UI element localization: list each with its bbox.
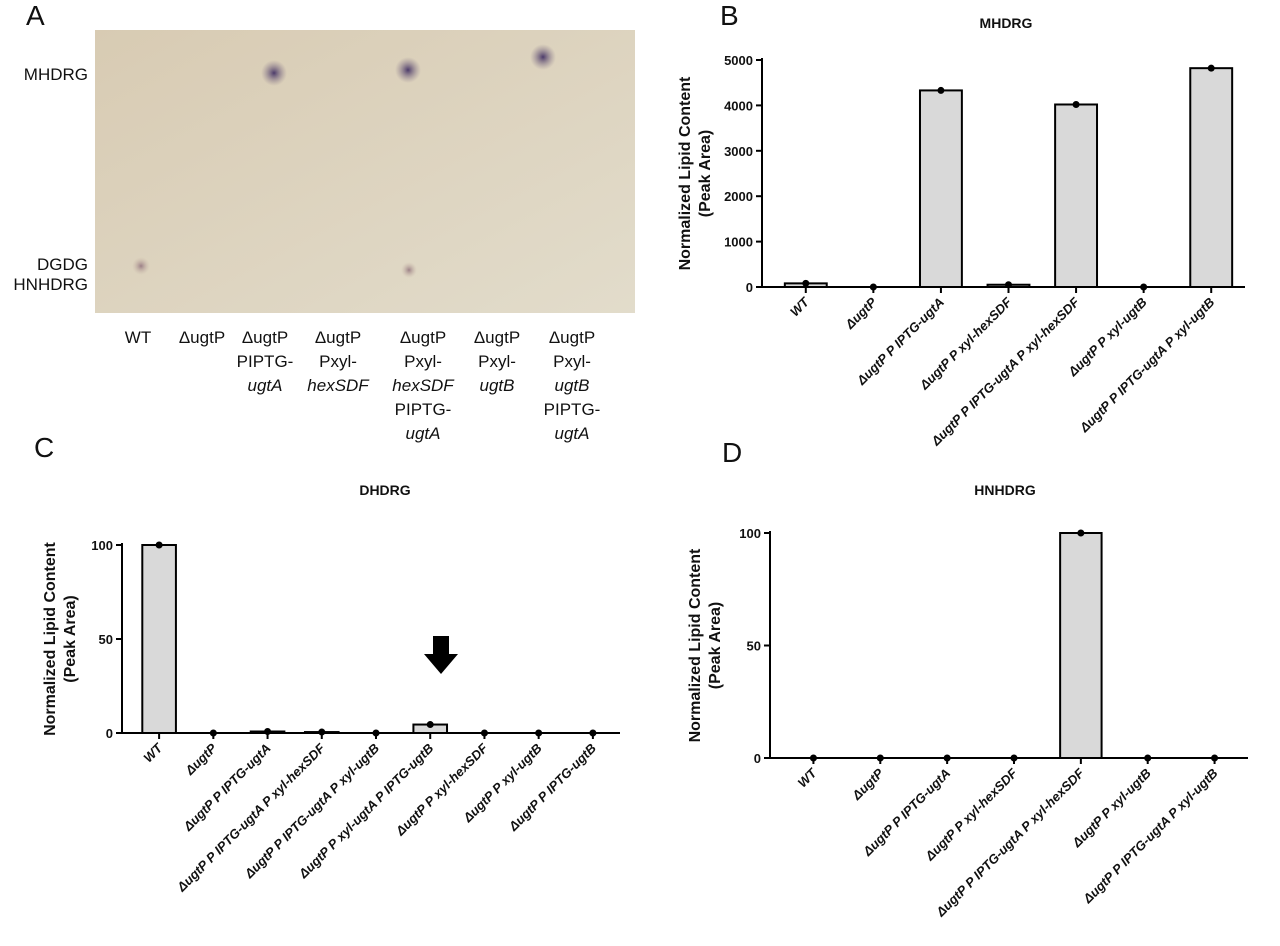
data-point [1005, 281, 1012, 289]
x-tick-label: ΔugtP P xyl-hexSDF [392, 740, 491, 839]
lane-label: ΔugtP [549, 328, 595, 347]
lane-label: ugtA [406, 424, 441, 443]
data-point [937, 86, 945, 94]
bar [1059, 532, 1103, 759]
lane-label: ΔugtP [179, 328, 225, 347]
lane-label: ugtB [555, 376, 590, 395]
data-point [802, 279, 810, 287]
panel-letter: C [34, 432, 54, 463]
lane-label: Pxyl- [319, 352, 357, 371]
lane-label: ΔugtP [242, 328, 288, 347]
x-tick-label: ΔugtP [182, 740, 220, 778]
bar [1189, 67, 1234, 288]
lane-label: ΔugtP [400, 328, 446, 347]
lane-label: ugtB [480, 376, 515, 395]
spot-label: HNHDRG [13, 275, 88, 294]
spot-label: DGDG [37, 255, 88, 274]
tlc-spot [261, 60, 287, 86]
panel-letter: A [26, 0, 45, 31]
y-axis-label: (Peak Area) [697, 130, 714, 217]
y-tick-label: 100 [739, 526, 761, 541]
x-tick-label: ΔugtP P IPTG-ugtA P xyl-hexSDF [928, 294, 1083, 449]
data-point [1072, 100, 1080, 108]
lane-label: Pxyl- [478, 352, 516, 371]
tlc-spot [132, 257, 150, 275]
data-point [1207, 64, 1215, 72]
y-axis-label: (Peak Area) [62, 595, 79, 682]
lane-label: ugtA [248, 376, 283, 395]
x-tick-label: ΔugtP [842, 294, 880, 332]
y-tick-label: 50 [99, 632, 113, 647]
lane-label: PIPTG- [395, 400, 452, 419]
x-tick-label: ΔugtP P IPTG-ugtA P xyl-ugtB [1079, 766, 1220, 907]
x-tick-label: ΔugtP P IPTG-ugtA P xyl-hexSDF [932, 765, 1087, 920]
data-point [264, 727, 272, 735]
chart-title: DHDRG [359, 482, 410, 498]
y-axis-label: (Peak Area) [707, 602, 724, 689]
y-tick-label: 0 [106, 726, 113, 741]
arrow [424, 636, 458, 674]
y-axis-label: Normalized Lipid Content [687, 548, 704, 742]
chart-title: MHDRG [980, 15, 1033, 31]
y-tick-label: 100 [91, 538, 113, 553]
lane-label: hexSDF [392, 376, 455, 395]
tlc-spot [530, 44, 556, 70]
x-tick-label: WT [140, 740, 166, 766]
tlc-spot [395, 57, 421, 83]
x-tick-label: WT [795, 765, 821, 791]
panel-letter: D [722, 437, 742, 468]
x-tick-label: ΔugtP P IPTG-ugtA P xyl-ugtB [1076, 295, 1217, 436]
lane-label: hexSDF [307, 376, 370, 395]
lane-label: PIPTG- [544, 400, 601, 419]
y-tick-label: 2000 [724, 189, 753, 204]
tlc-plate [95, 30, 635, 313]
y-tick-label: 5000 [724, 53, 753, 68]
chart-title: HNHDRG [974, 482, 1036, 498]
lane-label: ugtA [555, 424, 590, 443]
lane-label: WT [125, 328, 151, 347]
lane-label: ΔugtP [474, 328, 520, 347]
y-axis-label: Normalized Lipid Content [677, 76, 694, 270]
spot-label: MHDRG [24, 65, 88, 84]
y-tick-label: 3000 [724, 144, 753, 159]
x-tick-label: ΔugtP [848, 765, 886, 803]
y-tick-label: 0 [746, 280, 753, 295]
lane-label: Pxyl- [553, 352, 591, 371]
tlc-spot [401, 262, 417, 278]
y-tick-label: 1000 [724, 235, 753, 250]
y-axis-label: Normalized Lipid Content [42, 541, 59, 735]
panel-letter: B [720, 0, 739, 31]
bar [141, 544, 177, 734]
data-point [426, 721, 434, 729]
y-tick-label: 50 [747, 639, 761, 654]
data-point [155, 541, 163, 549]
x-tick-label: WT [787, 294, 813, 320]
data-point [318, 728, 326, 736]
y-tick-label: 0 [754, 751, 761, 766]
lane-label: PIPTG- [237, 352, 294, 371]
lane-label: Pxyl- [404, 352, 442, 371]
bar [918, 89, 963, 288]
data-point [1077, 529, 1085, 537]
bar [1054, 103, 1099, 288]
lane-label: ΔugtP [315, 328, 361, 347]
y-tick-label: 4000 [724, 98, 753, 113]
